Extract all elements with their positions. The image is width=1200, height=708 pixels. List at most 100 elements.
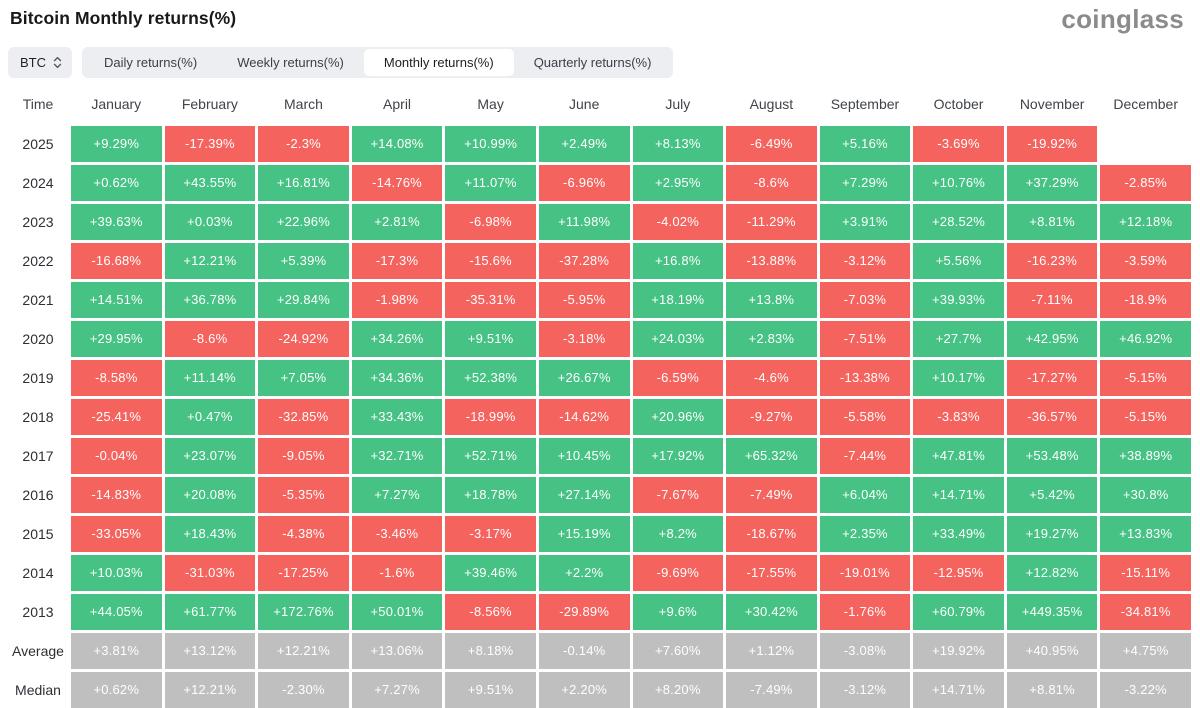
table-row-2015: 2015 -33.05% +18.43% -4.38% -3.46% -3.17% +15.…	[8, 515, 1191, 552]
return-cell: +9.29%	[71, 125, 162, 162]
return-cell: +7.05%	[258, 359, 349, 396]
return-cell: -7.51%	[819, 320, 911, 357]
return-cell: -13.88%	[726, 242, 817, 279]
return-cell: +29.95%	[71, 320, 162, 357]
return-cell: -32.85%	[258, 398, 349, 435]
return-cell: -14.62%	[538, 398, 630, 435]
return-cell: +9.51%	[445, 671, 536, 708]
return-cell: +53.48%	[1006, 437, 1098, 474]
return-cell: +12.21%	[164, 242, 256, 279]
table-row-average: Average +3.81% +13.12% +12.21% +13.06% +8.18%…	[8, 632, 1191, 669]
tab-daily-returns[interactable]: Daily returns(%)	[104, 54, 198, 70]
return-cell: -4.38%	[258, 515, 349, 552]
return-cell: -3.12%	[819, 242, 911, 279]
updown-chevron-icon	[53, 56, 62, 69]
row-label-2024: 2024	[22, 174, 54, 191]
return-cell: +39.63%	[71, 203, 162, 240]
row-label-2019: 2019	[22, 369, 54, 386]
return-cell: +5.42%	[1006, 476, 1098, 513]
return-cell: -4.02%	[632, 203, 724, 240]
tab-quarterly-returns[interactable]: Quarterly returns(%)	[533, 54, 652, 70]
return-cell: -13.38%	[819, 359, 911, 396]
return-cell: -2.30%	[258, 671, 349, 708]
column-header-march: March	[284, 95, 323, 112]
return-cell: -17.25%	[258, 554, 349, 591]
return-cell: +65.32%	[726, 437, 817, 474]
return-cell: -6.59%	[632, 359, 724, 396]
return-cell: -3.69%	[913, 125, 1004, 162]
return-cell: -25.41%	[71, 398, 162, 435]
return-cell: -17.39%	[164, 125, 256, 162]
return-cell: +34.26%	[351, 320, 443, 357]
return-cell: +14.08%	[351, 125, 443, 162]
return-cell: -7.11%	[1006, 281, 1098, 318]
column-header-may: May	[477, 95, 504, 112]
return-cell: +8.20%	[632, 671, 724, 708]
return-cell: -9.05%	[258, 437, 349, 474]
return-cell: -5.95%	[538, 281, 630, 318]
return-cell: -3.59%	[1100, 242, 1191, 279]
return-cell: -8.6%	[164, 320, 256, 357]
symbol-select[interactable]: BTC	[8, 46, 72, 78]
return-cell: +46.92%	[1100, 320, 1191, 357]
column-header-time: Time	[22, 95, 54, 112]
return-cell: -37.28%	[538, 242, 630, 279]
return-cell: -14.83%	[71, 476, 162, 513]
return-cell: +10.17%	[913, 359, 1004, 396]
return-cell: -17.3%	[351, 242, 443, 279]
return-cell: -1.6%	[351, 554, 443, 591]
return-cell: +6.04%	[819, 476, 911, 513]
row-label-2016: 2016	[22, 486, 54, 503]
row-label-2023: 2023	[22, 213, 54, 230]
row-label-2013: 2013	[22, 603, 54, 620]
column-header-december: December	[1113, 95, 1178, 112]
return-cell: -4.6%	[726, 359, 817, 396]
row-label-2017: 2017	[22, 447, 54, 464]
return-cell: +38.89%	[1100, 437, 1191, 474]
return-cell: +10.99%	[445, 125, 536, 162]
return-cell: -1.76%	[819, 593, 911, 630]
return-cell: +34.36%	[351, 359, 443, 396]
table-row-2020: 2020 +29.95% -8.6% -24.92% +34.26% +9.51% -3.1…	[8, 320, 1191, 357]
return-cell: +0.03%	[164, 203, 256, 240]
return-cell: +22.96%	[258, 203, 349, 240]
table-row-2024: 2024 +0.62% +43.55% +16.81% -14.76% +11.07% -6…	[8, 164, 1191, 201]
return-cell: -3.46%	[351, 515, 443, 552]
return-cell: +61.77%	[164, 593, 256, 630]
tab-weekly-returns[interactable]: Weekly returns(%)	[237, 54, 344, 70]
return-cell: +8.81%	[1006, 203, 1098, 240]
return-cell: +9.6%	[632, 593, 724, 630]
table-row-2018: 2018 -25.41% +0.47% -32.85% +33.43% -18.99% -1…	[8, 398, 1191, 435]
return-cell: -7.67%	[632, 476, 724, 513]
return-cell: +2.49%	[538, 125, 630, 162]
return-cell: +0.62%	[71, 164, 162, 201]
return-cell: +2.35%	[819, 515, 911, 552]
return-cell: +4.75%	[1100, 632, 1191, 669]
tab-monthly-returns[interactable]: Monthly returns(%)	[363, 48, 514, 76]
return-cell: -8.56%	[445, 593, 536, 630]
return-cell: +19.92%	[913, 632, 1004, 669]
return-cell: +2.2%	[538, 554, 630, 591]
column-header-october: October	[933, 95, 984, 112]
row-label-2021: 2021	[22, 291, 54, 308]
return-cell: +13.12%	[164, 632, 256, 669]
topbar: Bitcoin Monthly returns(%) coinglass	[0, 0, 1200, 34]
return-cell: +2.95%	[632, 164, 724, 201]
return-cell: +47.81%	[913, 437, 1004, 474]
column-header-july: July	[665, 95, 691, 112]
return-cell: +12.21%	[164, 671, 256, 708]
return-cell: +36.78%	[164, 281, 256, 318]
return-cell: +449.35%	[1006, 593, 1098, 630]
return-cell: +8.18%	[445, 632, 536, 669]
return-cell: -18.67%	[726, 515, 817, 552]
return-cell: +27.7%	[913, 320, 1004, 357]
return-cell: +24.03%	[632, 320, 724, 357]
return-cell: -7.49%	[726, 671, 817, 708]
table-row-median: Median +0.62% +12.21% -2.30% +7.27% +9.51% +2.…	[8, 671, 1191, 708]
return-cell: -5.35%	[258, 476, 349, 513]
return-cell: +19.27%	[1006, 515, 1098, 552]
column-header-june: June	[569, 95, 600, 112]
return-cell: +8.2%	[632, 515, 724, 552]
return-cell: +18.78%	[445, 476, 536, 513]
return-cell: +30.8%	[1100, 476, 1191, 513]
